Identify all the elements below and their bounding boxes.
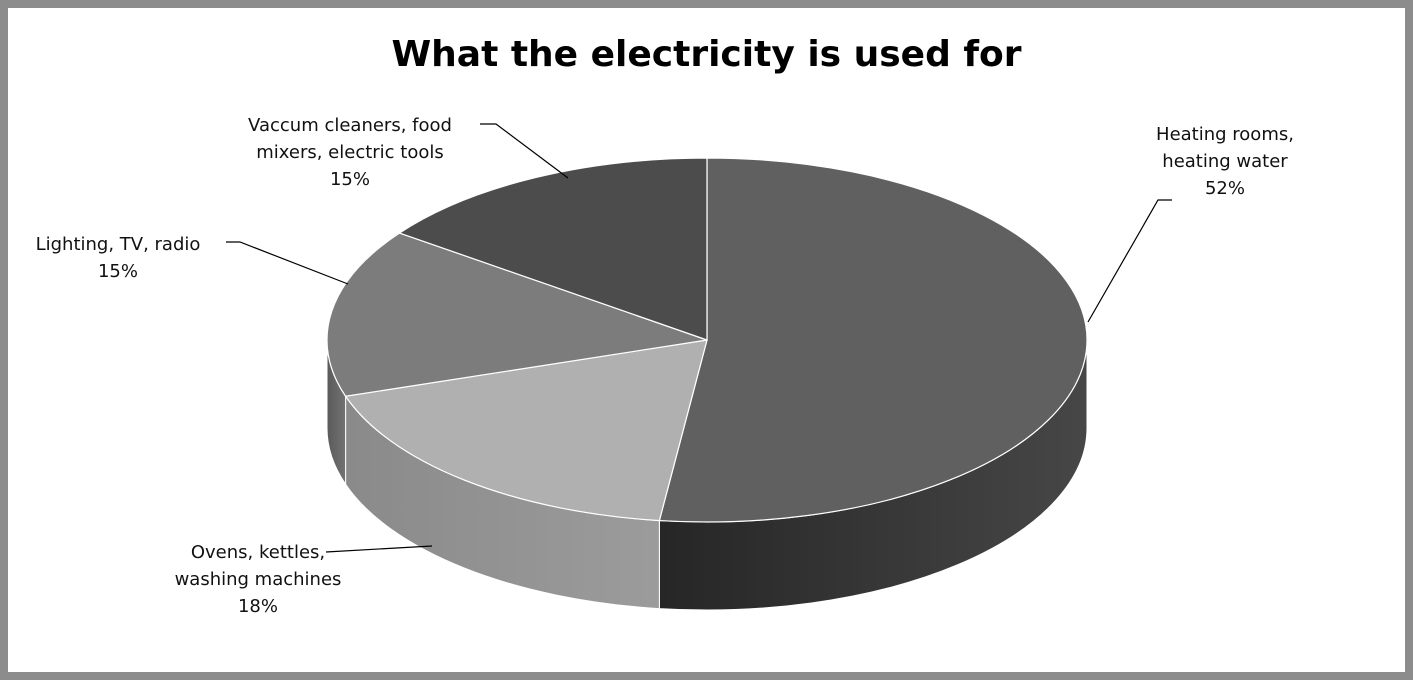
slice-category-label: Lighting, TV, radio bbox=[36, 234, 201, 255]
slice-category-label: Ovens, kettles, bbox=[191, 542, 325, 563]
leader-line bbox=[226, 241, 349, 285]
slice-category-label: Vaccum cleaners, food bbox=[248, 115, 452, 136]
leader-line bbox=[480, 123, 569, 179]
slice-value-label: 15% bbox=[98, 261, 138, 282]
slice-category-label: heating water bbox=[1162, 151, 1288, 172]
slice-category-label: mixers, electric tools bbox=[256, 142, 444, 163]
pie-slice bbox=[398, 157, 708, 341]
slice-value-label: 18% bbox=[238, 596, 278, 617]
chart-title: What the electricity is used for bbox=[391, 34, 1022, 75]
pie-slice bbox=[344, 339, 708, 522]
slice-value-label: 52% bbox=[1205, 178, 1245, 199]
slice-category-label: washing machines bbox=[175, 569, 342, 590]
slice-category-label: Heating rooms, bbox=[1156, 124, 1294, 145]
pie-slice bbox=[326, 232, 708, 397]
leader-line bbox=[1087, 199, 1172, 323]
pie-slice bbox=[658, 157, 1088, 523]
slice-value-label: 15% bbox=[330, 169, 370, 190]
leader-line bbox=[325, 545, 433, 553]
